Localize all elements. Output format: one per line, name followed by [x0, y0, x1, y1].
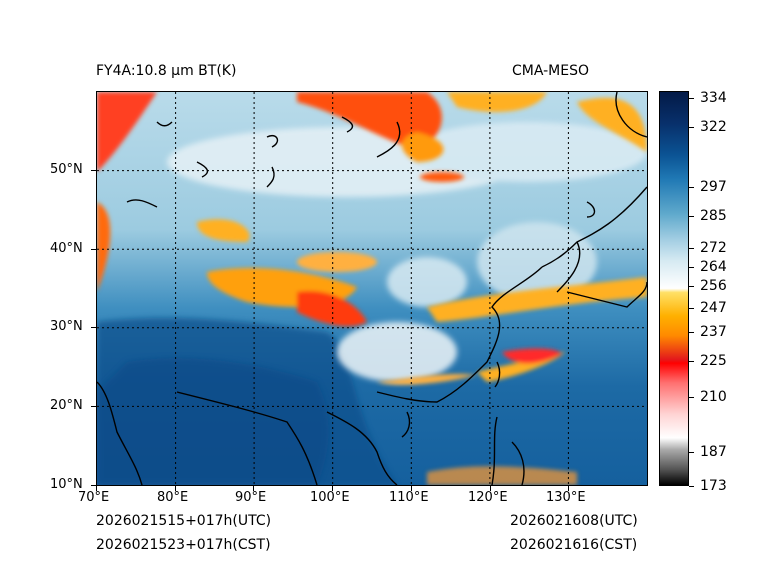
x-tick-mark — [411, 486, 412, 491]
colorbar-label: 247 — [700, 300, 727, 316]
colorbar-label: 187 — [700, 444, 727, 460]
init-time-cst: 2026021523+017h(CST) — [96, 537, 271, 553]
lon-label: 70°E — [78, 490, 110, 505]
colorbar-tick-mark — [689, 127, 694, 128]
colorbar-tick-mark — [689, 248, 694, 249]
x-tick-mark — [253, 486, 254, 491]
colorbar-tick-mark — [689, 486, 694, 487]
colorbar-label: 297 — [700, 179, 727, 195]
y-tick-mark — [91, 485, 96, 486]
colorbar-label: 334 — [700, 90, 727, 106]
x-tick-mark — [490, 486, 491, 491]
colorbar-label: 264 — [700, 259, 727, 275]
lat-label: 30°N — [50, 319, 83, 334]
x-tick-mark — [175, 486, 176, 491]
y-tick-mark — [91, 249, 96, 250]
y-tick-mark — [91, 327, 96, 328]
lon-label: 100°E — [310, 490, 350, 505]
lat-label: 40°N — [50, 241, 83, 256]
y-tick-mark — [91, 170, 96, 171]
lon-label: 110°E — [389, 490, 429, 505]
lon-label: 120°E — [468, 490, 508, 505]
colorbar-tick-mark — [689, 216, 694, 217]
colorbar-tick-mark — [689, 397, 694, 398]
colorbar-tick-mark — [689, 98, 694, 99]
cold-cloud-tops — [97, 92, 647, 485]
lat-label: 50°N — [50, 162, 83, 177]
colorbar-label: 210 — [700, 389, 727, 405]
colorbar-tick-mark — [689, 308, 694, 309]
model-name: CMA-MESO — [512, 63, 590, 79]
lon-label: 90°E — [235, 490, 267, 505]
colorbar-tick-mark — [689, 332, 694, 333]
colorbar-tick-mark — [689, 286, 694, 287]
valid-time-cst: 2026021616(CST) — [510, 537, 638, 553]
valid-time-utc: 2026021608(UTC) — [510, 513, 638, 529]
lat-label: 10°N — [50, 477, 83, 492]
colorbar-label: 225 — [700, 353, 727, 369]
colorbar-tick-mark — [689, 267, 694, 268]
gridlines — [97, 92, 647, 485]
colorbar-label: 285 — [700, 208, 727, 224]
india-shading — [97, 358, 329, 485]
colorbar-tick-mark — [689, 452, 694, 453]
lon-label: 80°E — [157, 490, 189, 505]
x-tick-mark — [568, 486, 569, 491]
y-tick-mark — [91, 406, 96, 407]
colorbar — [659, 91, 689, 486]
lon-label: 130°E — [546, 490, 586, 505]
x-tick-mark — [332, 486, 333, 491]
colorbar-label: 173 — [700, 478, 727, 494]
satellite-map — [96, 91, 648, 486]
colorbar-tick-mark — [689, 187, 694, 188]
colorbar-tick-mark — [689, 361, 694, 362]
map-title: FY4A:10.8 µm BT(K) — [96, 63, 237, 79]
lat-label: 20°N — [50, 398, 83, 413]
colorbar-label: 237 — [700, 324, 727, 340]
colorbar-label: 272 — [700, 240, 727, 256]
colorbar-label: 322 — [700, 119, 727, 135]
colorbar-label: 256 — [700, 278, 727, 294]
coastlines — [97, 92, 647, 485]
x-tick-mark — [96, 486, 97, 491]
init-time-utc: 2026021515+017h(UTC) — [96, 513, 272, 529]
